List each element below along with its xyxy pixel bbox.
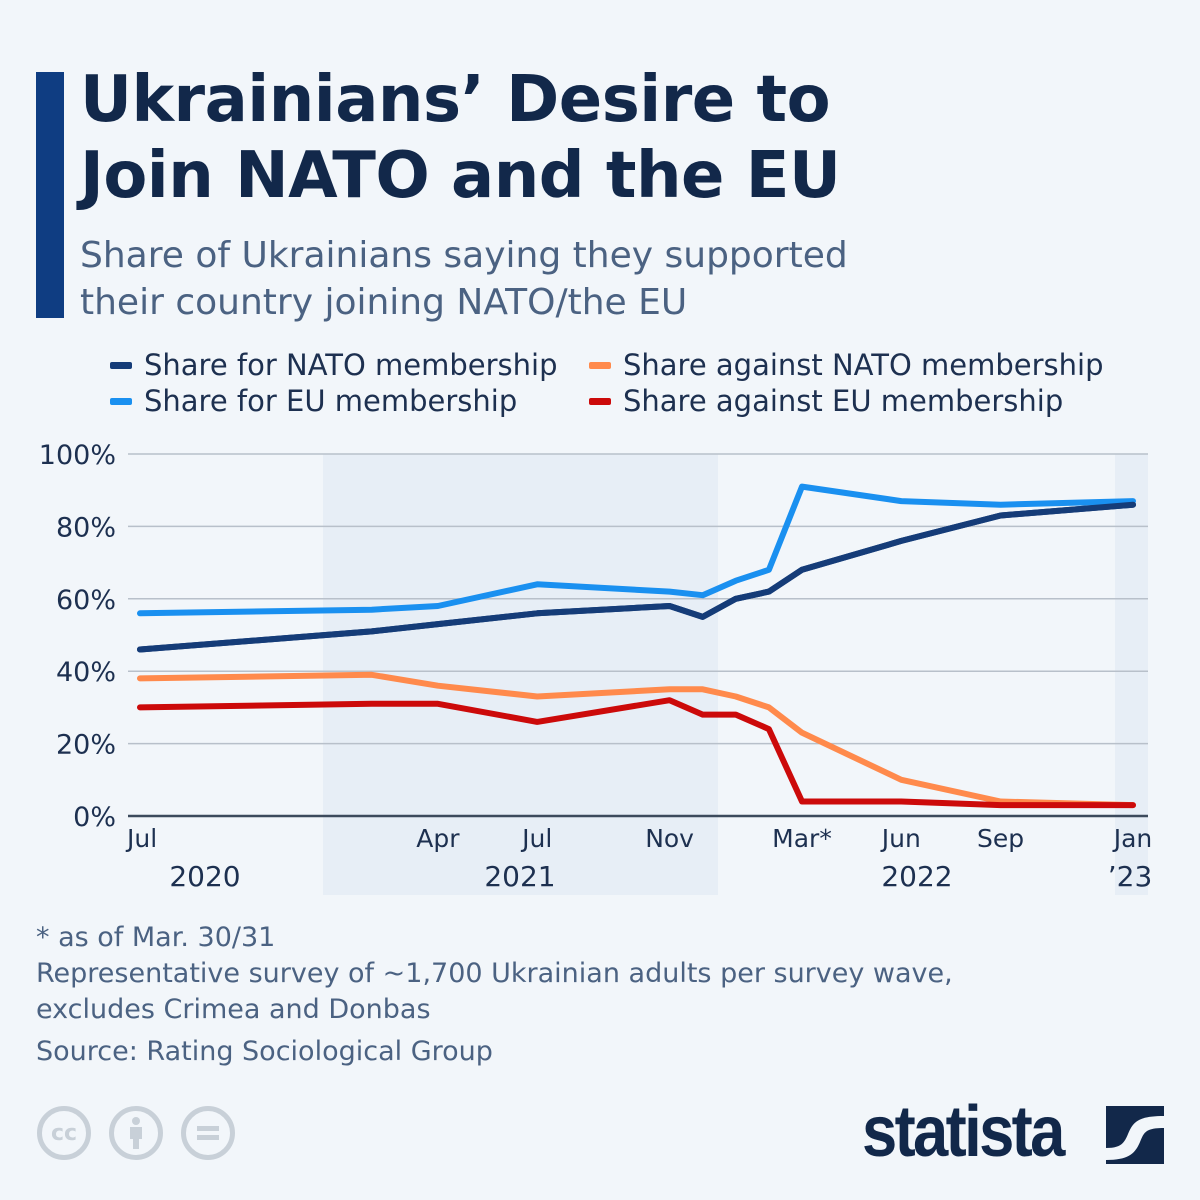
cc-text: cc bbox=[50, 1120, 78, 1146]
x-tick-label: Jul bbox=[520, 824, 552, 853]
y-tick-label: 100% bbox=[39, 440, 116, 471]
creative-commons-icon[interactable]: cc bbox=[37, 1106, 91, 1160]
legend-swatch bbox=[589, 397, 611, 405]
legend-item-nato-for: Share for NATO membership bbox=[110, 348, 558, 382]
series-line-3 bbox=[137, 697, 1136, 809]
accent-bar bbox=[36, 72, 64, 318]
statista-logo-icon bbox=[1106, 1106, 1164, 1164]
legend-label: Share for EU membership bbox=[144, 384, 518, 418]
attribution-icon[interactable] bbox=[109, 1106, 163, 1160]
person-glyph bbox=[130, 1117, 142, 1149]
statista-logo[interactable]: statista bbox=[862, 1092, 1164, 1172]
x-tick-label: Sep bbox=[977, 824, 1024, 853]
y-tick-label: 80% bbox=[56, 512, 116, 543]
page-title: Ukrainians’ Desire to Join NATO and the … bbox=[80, 62, 841, 214]
title-line-2: Join NATO and the EU bbox=[80, 139, 841, 213]
legend-item-eu-for: Share for EU membership bbox=[110, 384, 517, 418]
no-derivatives-icon[interactable] bbox=[181, 1106, 235, 1160]
title-line-1: Ukrainians’ Desire to bbox=[80, 63, 831, 137]
year-label: 2021 bbox=[484, 860, 555, 893]
x-tick-label: Jan bbox=[1112, 824, 1153, 853]
y-tick-label: 60% bbox=[56, 585, 116, 616]
series-line-2 bbox=[137, 671, 1136, 809]
year-band-2023 bbox=[1115, 454, 1148, 895]
legend-label: Share against NATO membership bbox=[623, 348, 1104, 382]
series-line-nato-for-top bbox=[137, 501, 1136, 653]
footnote: * as of Mar. 30/31 bbox=[36, 922, 276, 953]
legend-swatch bbox=[589, 361, 611, 369]
logo-text: statista bbox=[862, 1092, 1065, 1172]
x-tick-label: Jul bbox=[125, 824, 157, 853]
y-tick-label: 0% bbox=[73, 802, 116, 833]
source[interactable]: Source: Rating Sociological Group bbox=[36, 1036, 493, 1067]
survey-note-line-2: excludes Crimea and Donbas bbox=[36, 994, 431, 1025]
legend-swatch bbox=[110, 361, 132, 369]
legend-swatch bbox=[110, 397, 132, 405]
year-band-2021 bbox=[323, 454, 718, 895]
x-tick-label: Mar* bbox=[772, 824, 832, 853]
y-tick-label: 40% bbox=[56, 657, 116, 688]
x-tick-label: Jun bbox=[880, 824, 921, 853]
x-tick-label: Apr bbox=[416, 824, 460, 853]
legend-label: Share against EU membership bbox=[623, 384, 1064, 418]
series-line-1 bbox=[137, 483, 1136, 617]
year-label: 2020 bbox=[169, 860, 240, 893]
legend-label: Share for NATO membership bbox=[144, 348, 558, 382]
x-tick-label: Nov bbox=[645, 824, 694, 853]
legend-item-eu-against: Share against EU membership bbox=[589, 384, 1063, 418]
year-label: 2022 bbox=[881, 860, 952, 893]
notes: * as of Mar. 30/31 Representative survey… bbox=[36, 920, 953, 1070]
survey-note-line-1: Representative survey of ~1,700 Ukrainia… bbox=[36, 958, 953, 989]
year-label: ’23 bbox=[1108, 860, 1153, 893]
subtitle: Share of Ukrainians saying they supporte… bbox=[80, 235, 848, 323]
equals-glyph bbox=[197, 1126, 219, 1140]
legend-item-nato-against: Share against NATO membership bbox=[589, 348, 1104, 382]
y-tick-label: 20% bbox=[56, 730, 116, 761]
